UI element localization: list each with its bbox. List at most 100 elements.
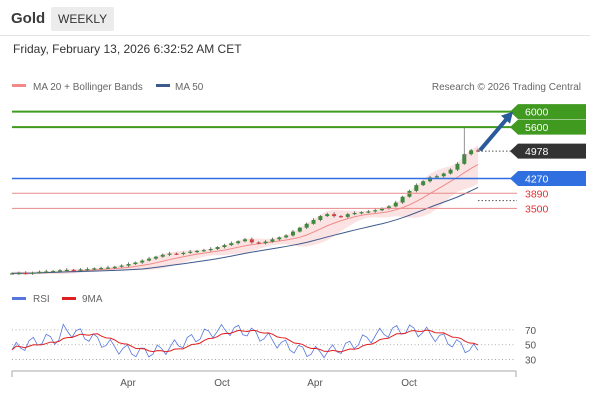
level-label: 4270: [525, 174, 549, 186]
candle-body: [325, 214, 330, 217]
candle-body: [352, 212, 357, 215]
candle-body: [366, 211, 371, 213]
candle-body: [147, 258, 152, 261]
rsi-tick-label: 30: [525, 356, 537, 367]
candle-body: [208, 248, 213, 251]
projection-arrow: [478, 117, 509, 152]
legend-label-9ma: 9MA: [82, 294, 103, 305]
legend-swatch-ma20: [12, 84, 26, 87]
level-label: 4978: [525, 146, 549, 158]
candle-body: [57, 270, 62, 272]
candle-body: [311, 219, 316, 224]
candle-body: [297, 227, 302, 232]
candle-body: [229, 243, 234, 246]
candle-body: [393, 202, 398, 207]
candle-body: [16, 272, 21, 275]
candle-body: [30, 272, 35, 274]
x-tick-label: Apr: [120, 378, 136, 389]
candle-body: [188, 251, 193, 253]
x-tick-label: Apr: [307, 378, 323, 389]
candle-body: [263, 241, 268, 244]
legend-label-ma50: MA 50: [175, 82, 204, 93]
candle-body: [414, 185, 419, 191]
candle-body: [174, 253, 179, 255]
candle-body: [99, 267, 104, 270]
rsi-line: [11, 323, 479, 359]
ma50-line: [11, 186, 479, 274]
candle-body: [112, 266, 117, 268]
candle-body: [23, 272, 28, 275]
instrument-title: Gold: [11, 10, 46, 27]
candle-body: [380, 208, 385, 211]
level-5600: 5600: [12, 119, 586, 135]
level-label: 3500: [525, 203, 549, 215]
level-label-box: [510, 104, 586, 120]
candle-body: [222, 245, 227, 248]
candle-body: [201, 250, 206, 252]
projection-arrowhead: [501, 111, 513, 124]
rsi-tick-label: 70: [525, 326, 537, 337]
x-tick-label: Oct: [401, 378, 417, 389]
candle-body: [249, 239, 254, 243]
price-plot: [10, 127, 480, 275]
level-6000: 6000: [12, 104, 586, 120]
level-label-box: [510, 119, 586, 135]
bollinger-band: [12, 145, 478, 275]
candle-body: [318, 216, 323, 220]
candle-body: [290, 231, 295, 236]
candle-body: [119, 265, 124, 267]
candle-body: [345, 214, 350, 217]
candle-body: [441, 173, 446, 177]
level-label: 6000: [525, 107, 549, 119]
level-label: 5600: [525, 122, 549, 134]
legend-swatch-9ma: [62, 297, 76, 300]
legend-label-ma20: MA 20 + Bollinger Bands: [33, 82, 143, 93]
rsi-9ma-line: [11, 329, 479, 353]
legend-label-rsi: RSI: [33, 294, 50, 305]
candle-body: [338, 216, 343, 218]
header-divider: [0, 35, 590, 36]
candle-body: [407, 190, 412, 197]
rsi-plot: 70 50 30: [11, 323, 537, 367]
level-label-box: [510, 143, 586, 159]
level-4270: 4270: [12, 171, 586, 187]
candle-body: [78, 269, 83, 271]
timestamp: Friday, February 13, 2026 6:32:52 AM CET: [13, 42, 242, 56]
candle-body: [160, 254, 165, 257]
level-label-box: [510, 171, 586, 187]
chart-header: Gold WEEKLY: [0, 0, 590, 36]
candle-body: [10, 273, 14, 275]
candle-body: [373, 210, 378, 212]
candle-body: [462, 154, 467, 164]
candle-body: [167, 253, 172, 255]
candle-body: [434, 176, 439, 178]
level-label: 3890: [525, 188, 549, 200]
candle-body: [153, 256, 158, 259]
candle-body: [51, 271, 56, 273]
candle-body: [400, 196, 405, 203]
candle-body: [270, 239, 275, 242]
candle-body: [105, 267, 110, 269]
candle-body: [284, 235, 289, 238]
candle-body: [140, 260, 145, 263]
candle-body: [428, 177, 433, 182]
candle-body: [469, 150, 474, 155]
candle-body: [455, 163, 460, 170]
candle-body: [256, 242, 261, 244]
period-badge[interactable]: WEEKLY: [51, 7, 115, 31]
candle-body: [181, 252, 186, 255]
candle-body: [359, 212, 364, 214]
credit-text: Research © 2026 Trading Central: [432, 82, 581, 93]
candle-body: [44, 271, 49, 273]
level-3890: 3890: [12, 188, 549, 200]
candle-body: [448, 169, 453, 174]
legend-swatch-rsi: [12, 297, 26, 300]
candle-body: [133, 262, 138, 265]
candle-body: [195, 250, 200, 253]
candle-body: [71, 269, 76, 272]
candle-body: [215, 247, 220, 249]
rsi-tick-label: 50: [525, 341, 537, 352]
candle-body: [243, 239, 247, 242]
level-3500: 3500: [12, 203, 549, 215]
